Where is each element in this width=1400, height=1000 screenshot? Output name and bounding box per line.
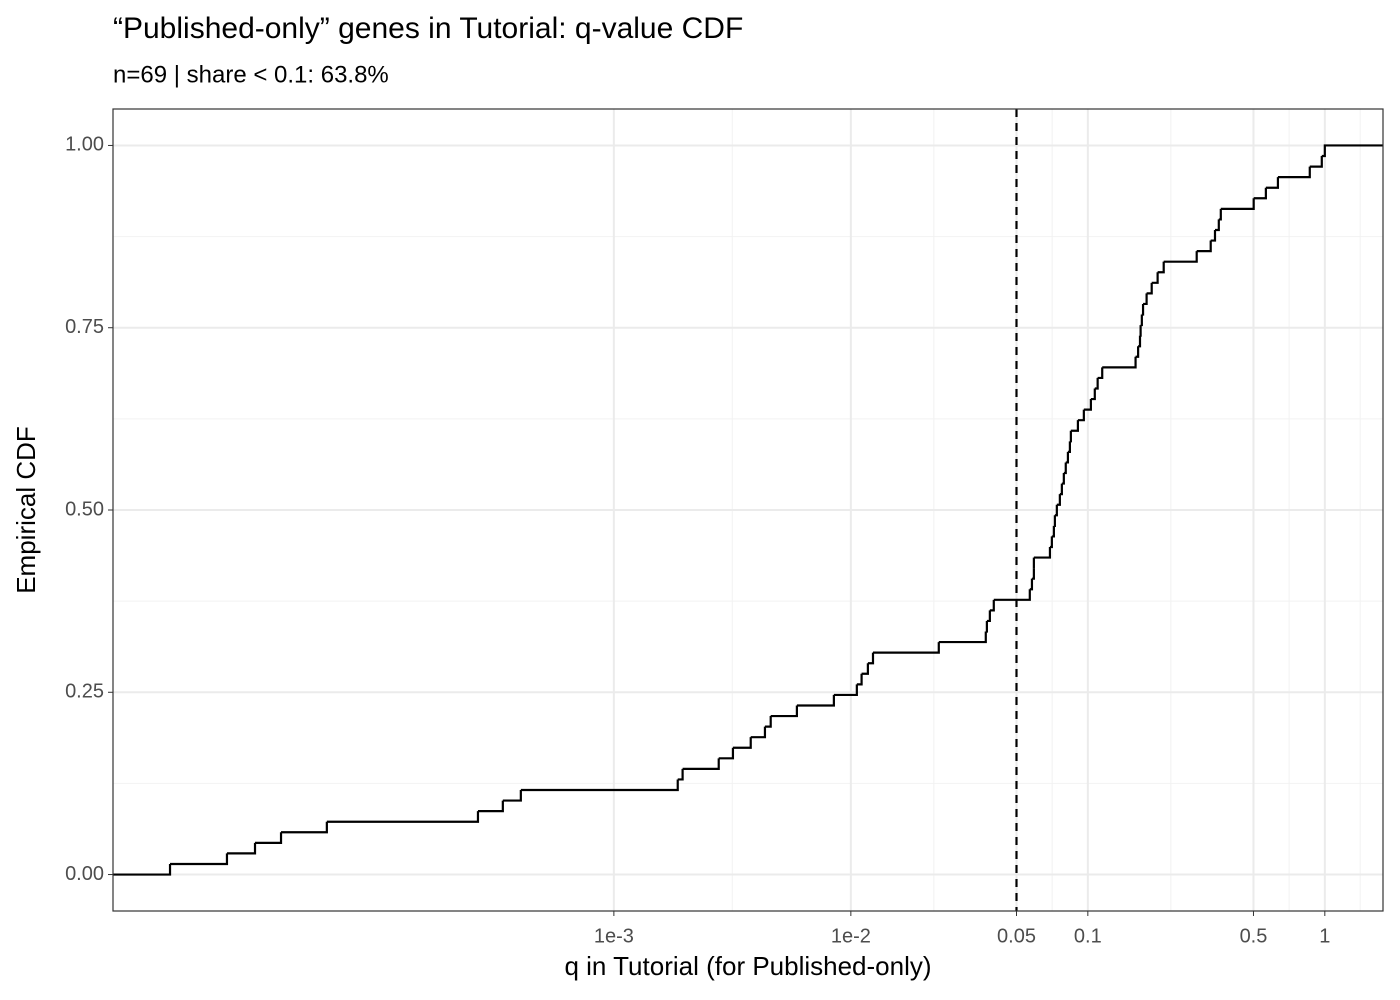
ecdf-step [1083,399,1092,411]
ecdf-step [1210,229,1217,242]
ecdf-step [770,705,798,718]
ecdf-step [1053,515,1056,527]
ecdf-step [861,663,869,675]
ecdf-step [1054,504,1058,517]
ecdf-step [993,589,1031,601]
ecdf-step [1196,240,1212,253]
ecdf-step [764,716,772,728]
ecdf-step [1061,473,1065,485]
ecdf-step [1140,314,1143,327]
ecdf-step [1214,219,1220,232]
ecdf-step [1067,441,1071,453]
y-axis-title: Empirical CDF [11,426,41,594]
ecdf-step [1029,578,1034,591]
ecdf-step [1139,325,1142,337]
ecdf-step [1056,494,1061,506]
ecdf-step [520,779,679,792]
y-tick-label: 0.50 [65,498,104,520]
ecdf-step [1069,430,1072,443]
y-tick-label: 0.00 [65,863,104,885]
y-tick-label: 1.00 [65,134,104,156]
ecdf-step [989,599,995,612]
ecdf-step [1138,335,1142,348]
ecdf-step [856,673,863,686]
ecdf-step [170,853,229,866]
ecdf-step [255,832,283,844]
ecdf-step [1049,536,1053,549]
ecdf-step [1146,282,1153,295]
x-axis-title: q in Tutorial (for Published-only) [564,951,931,981]
ecdf-step [1135,346,1140,358]
x-tick-label: 1e-3 [594,925,634,947]
chart-subtitle: n=69 | share < 0.1: 63.8% [113,61,389,88]
ecdf-step [1141,303,1145,316]
ecdf-step [1309,156,1323,168]
ecdf-step [326,811,480,823]
ecdf-step [1031,568,1035,580]
ecdf-step [113,863,172,876]
ecdf-step [226,842,257,855]
ecdf-step [732,737,752,749]
ecdf-step [867,652,875,665]
ecdf-step [1151,272,1159,284]
x-tick-label: 0.5 [1240,925,1268,947]
x-tick-label: 0.05 [997,925,1036,947]
ecdf-step [833,684,858,697]
ecdf-step [872,642,940,654]
ecdf-step [1070,420,1079,432]
panel-border [112,108,1384,912]
ecdf-step [1157,261,1165,274]
x-tick-label: 1 [1319,925,1330,947]
ecdf-step [1097,367,1104,380]
ecdf-step [985,620,988,633]
ecdf-step [1033,546,1052,559]
ecdf-step [1163,251,1198,263]
ecdf-step [1059,483,1063,496]
ecdf-step [1094,377,1099,390]
ecdf-step [1253,187,1267,200]
ecdf-step [682,758,720,770]
chart-title: “Published-only” genes in Tutorial: q-va… [113,12,743,45]
ecdf-step [1277,166,1311,179]
ecdf-step [502,790,522,802]
x-tick-label: 0.1 [1074,925,1102,947]
ecdf-step [718,747,735,760]
ecdf-step [986,610,991,623]
y-tick-label: 0.25 [65,681,104,703]
ecdf-step [1077,409,1085,422]
ecdf-step [938,631,987,644]
ecdf-step [1143,293,1148,306]
ecdf-step [1265,177,1280,189]
ecdf-step [281,821,328,834]
ecdf-step [1218,208,1222,221]
ecdf-step [1321,144,1383,158]
ecdf-step [796,694,835,707]
ecdf-step [750,726,767,739]
ecdf-step [1051,525,1055,538]
ecdf-step [1102,356,1137,369]
ecdf-step [1065,451,1070,464]
ecdf-step [1063,462,1067,475]
ecdf-step [677,768,684,781]
ecdf-step [1090,388,1096,401]
ecdf-step [1220,198,1255,210]
x-tick-label: 1e-2 [831,925,871,947]
y-tick-label: 0.75 [65,316,104,338]
ecdf-step [477,800,504,813]
